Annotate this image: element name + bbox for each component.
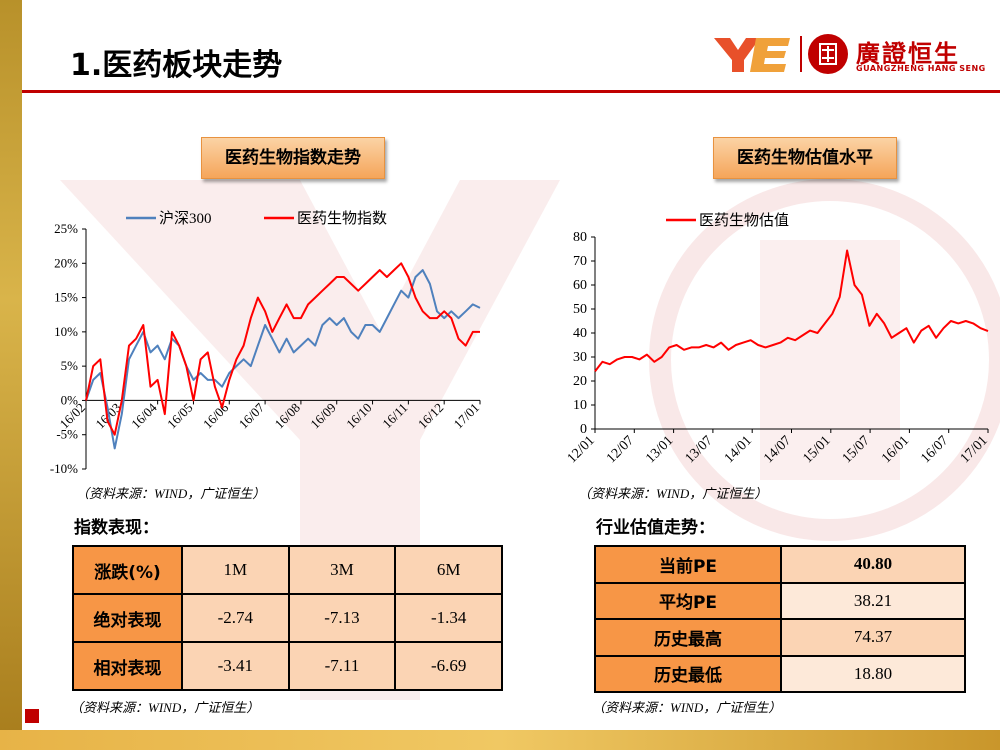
x-tick-label: 16/11 — [379, 400, 410, 431]
x-tick-label: 17/01 — [958, 433, 991, 466]
x-tick-label: 16/04 — [128, 400, 160, 432]
y-tick-label: 5% — [61, 358, 79, 373]
table-cell: 18.80 — [780, 654, 966, 693]
y-tick-label: 15% — [54, 290, 78, 305]
valuation-table-source: （资料来源：WIND，广证恒生） — [592, 700, 782, 715]
y-tick-label: 30 — [573, 350, 587, 365]
table-row: 平均PE 38.21 — [594, 581, 966, 620]
pharma-index-chart: -10%-5%0%5%10%15%20%25% 16/02 16/03 16/04 1… — [50, 210, 483, 476]
table-header-cell: 涨跌(%) — [72, 545, 183, 595]
y-tick-label: 70 — [573, 254, 587, 269]
table-cell: 38.21 — [780, 581, 966, 620]
footer-bar — [0, 730, 1000, 750]
x-tick-label: 16/07 — [236, 400, 268, 432]
page-title: 1.医药板块走势 — [70, 48, 283, 83]
table-row: 历史最低 18.80 — [594, 654, 966, 693]
series-line — [594, 249, 989, 373]
table-header-cell: 3M — [287, 545, 397, 595]
x-tick-label: 16/08 — [271, 400, 303, 432]
x-tick-label: 12/01 — [565, 433, 598, 466]
left-chart-label: 医药生物指数走势 — [201, 137, 385, 179]
right-chart-source: （资料来源：WIND，广证恒生） — [578, 486, 768, 501]
table-cell: -1.34 — [394, 593, 503, 643]
table-row-label: 历史最高 — [594, 618, 782, 657]
y-tick-label: 20% — [54, 255, 78, 270]
x-tick-label: 12/07 — [604, 433, 637, 466]
table-cell: -2.74 — [181, 593, 290, 643]
index-performance-heading: 指数表现： — [74, 518, 159, 538]
x-tick-label: 13/07 — [683, 433, 716, 466]
valuation-table: 当前PE 40.80 平均PE 38.21 历史最高 74.37 历史最低 18… — [594, 545, 966, 693]
x-tick-label: 16/10 — [343, 400, 375, 432]
left-chart-source: （资料来源：WIND，广证恒生） — [76, 486, 266, 501]
table-row-label: 历史最低 — [594, 654, 782, 693]
sidebar-stripe — [0, 0, 22, 750]
y-tick-label: 40 — [573, 326, 587, 341]
table-cell: 40.80 — [780, 545, 966, 584]
table-cell: 74.37 — [780, 618, 966, 657]
y-tick-label: 10 — [573, 398, 587, 413]
table-row-label: 平均PE — [594, 581, 782, 620]
x-tick-label: 16/01 — [879, 433, 912, 466]
table-header-cell: 1M — [181, 545, 290, 595]
table-row-label: 当前PE — [594, 545, 782, 584]
series-line — [85, 269, 481, 450]
x-tick-label: 16/05 — [164, 400, 196, 432]
y-tick-label: -10% — [50, 461, 78, 476]
index-performance-table: 涨跌(%) 1M 3M 6M 绝对表现 -2.74 -7.13 -1.34 相对… — [72, 545, 503, 691]
table-row: 当前PE 40.80 — [594, 545, 966, 584]
x-tick-label: 14/01 — [722, 433, 755, 466]
valuation-trend-heading: 行业估值走势： — [596, 518, 715, 538]
y-tick-label: 0% — [61, 392, 79, 407]
legend-label: 医药生物估值 — [699, 212, 789, 229]
y-tick-label: -5% — [56, 427, 78, 442]
x-tick-label: 15/01 — [800, 433, 833, 466]
right-chart-label: 医药生物估值水平 — [713, 137, 897, 179]
table-cell: -7.11 — [287, 641, 397, 691]
y-tick-label: 0 — [580, 422, 587, 437]
x-tick-label: 15/07 — [840, 433, 873, 466]
x-tick-label: 16/07 — [918, 433, 951, 466]
x-tick-label: 16/06 — [200, 400, 232, 432]
logo-separator — [800, 36, 802, 72]
corner-marker — [25, 709, 39, 723]
table-row: 涨跌(%) 1M 3M 6M — [72, 545, 503, 595]
y-tick-label: 60 — [573, 278, 587, 293]
ye-logo-icon — [714, 38, 790, 72]
y-tick-label: 10% — [54, 324, 78, 339]
table-cell: -3.41 — [181, 641, 290, 691]
y-tick-label: 80 — [573, 230, 587, 245]
table-cell: -6.69 — [394, 641, 503, 691]
y-tick-label: 25% — [54, 221, 78, 236]
x-tick-label: 14/07 — [761, 433, 794, 466]
table-cell: -7.13 — [287, 593, 397, 643]
x-tick-label: 13/01 — [643, 433, 676, 466]
title-underline — [22, 90, 1000, 93]
table-row-label: 绝对表现 — [72, 593, 183, 643]
table-row: 历史最高 74.37 — [594, 618, 966, 657]
performance-table-source: （资料来源：WIND，广证恒生） — [70, 700, 260, 715]
logo-name: 廣證恒生 — [856, 40, 960, 68]
logo-subtitle: GUANGZHENG HANG SENG — [856, 64, 986, 73]
series-line — [85, 262, 480, 436]
table-header-cell: 6M — [394, 545, 503, 595]
table-row: 相对表现 -3.41 -7.11 -6.69 — [72, 641, 503, 691]
y-tick-label: 50 — [573, 302, 587, 317]
legend-label: 医药生物指数 — [297, 210, 387, 227]
y-tick-label: 20 — [573, 374, 587, 389]
legend-label: 沪深300 — [159, 210, 212, 227]
x-tick-label: 16/12 — [415, 400, 447, 432]
x-tick-label: 16/09 — [307, 400, 339, 432]
seal-logo-icon — [808, 34, 848, 74]
table-row-label: 相对表现 — [72, 641, 183, 691]
table-row: 绝对表现 -2.74 -7.13 -1.34 — [72, 593, 503, 643]
x-tick-label: 17/01 — [451, 400, 483, 432]
